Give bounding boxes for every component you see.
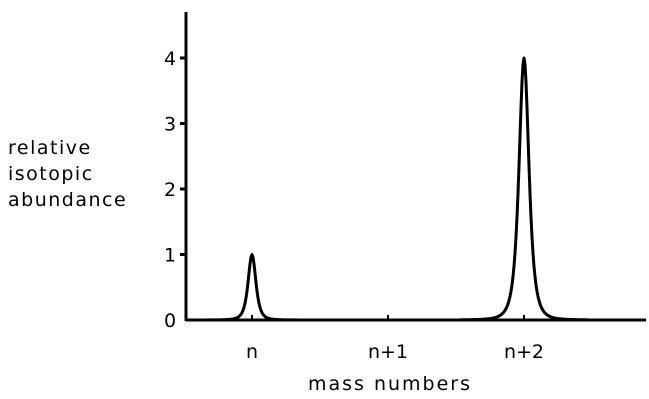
x-axis-label: mass numbers xyxy=(308,373,472,395)
y-tick-label: 4 xyxy=(164,48,176,70)
x-tick-label: n xyxy=(246,341,258,363)
y-tick-label: 2 xyxy=(164,179,176,201)
y-tick-label: 3 xyxy=(164,114,176,136)
y-ticks: 0 1 2 3 4 xyxy=(164,48,186,332)
x-ticks: n n+1 n+2 xyxy=(246,315,544,363)
y-tick-label: 1 xyxy=(164,245,176,267)
abundance-peak-curve xyxy=(189,56,647,322)
x-tick-label: n+1 xyxy=(368,341,408,363)
x-tick-label: n+2 xyxy=(504,341,544,363)
y-axis-label-line-1: relative xyxy=(8,137,92,159)
y-axis-label-line-3: abundance xyxy=(8,189,127,211)
y-axis-label-line-2: isotopic xyxy=(8,163,94,185)
y-tick-label: 0 xyxy=(164,310,176,332)
